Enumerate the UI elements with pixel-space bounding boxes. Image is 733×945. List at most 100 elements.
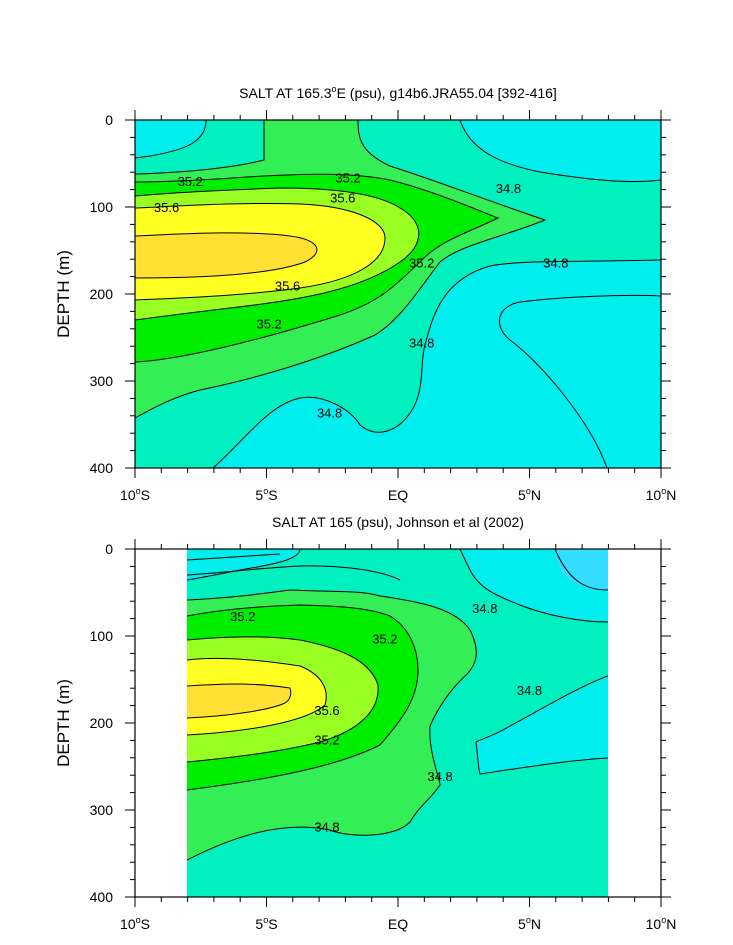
- contour-label-text: 34.8: [472, 601, 497, 616]
- contour-label-text: 34.8: [317, 405, 342, 420]
- contour-label: 34.8: [317, 405, 342, 420]
- y-tick-label: 300: [90, 802, 114, 818]
- contour-label-text: 34.8: [517, 683, 542, 698]
- contour-label-text: 35.6: [330, 190, 355, 205]
- bot-band-gt-35-8: [187, 684, 291, 718]
- x-tick-label: 5oS: [255, 486, 277, 503]
- contour-label: 34.8: [409, 336, 434, 351]
- x-tick-label: 10oN: [646, 915, 677, 932]
- contour-label: 34.8: [543, 256, 568, 271]
- bot-contour-line: [187, 565, 401, 581]
- top-contour-line: [212, 259, 661, 468]
- contour-label: 35.2: [256, 317, 281, 332]
- top-band-gt-35-8: [135, 232, 317, 278]
- x-tick-label: 5oN: [518, 915, 541, 932]
- y-tick-label: 100: [90, 628, 114, 644]
- contour-label: 35.6: [275, 278, 300, 293]
- top-contour-line: [459, 120, 661, 183]
- y-tick-label: 200: [90, 286, 114, 302]
- contour-label: 35.2: [314, 733, 339, 748]
- contour-label-text: 35.2: [256, 317, 281, 332]
- contour-label: 34.8: [496, 181, 521, 196]
- y-tick-label: 0: [105, 541, 113, 557]
- top-contour-line: [135, 120, 547, 419]
- x-tick-label: EQ: [388, 487, 408, 503]
- bottom-contour-labels: 35.2 35.2 34.8 35.6 34.8 35.2 34.8 34.8: [230, 601, 542, 835]
- bot-band-34-6-34-8-upper: [187, 549, 608, 622]
- x-tick-label: 5oN: [518, 486, 541, 503]
- y-tick-label: 100: [90, 199, 114, 215]
- contour-label-text: 35.6: [275, 278, 300, 293]
- contour-label: 35.2: [372, 632, 397, 647]
- bot-band-lt-34-6: [555, 549, 608, 590]
- bot-contour-line: [187, 636, 379, 763]
- y-tick-label: 400: [90, 460, 114, 476]
- bot-contour-line: [187, 604, 419, 791]
- x-tick-label: EQ: [388, 916, 408, 932]
- contour-label: 34.8: [427, 769, 452, 784]
- top-band-34-6-34-8-upper-left: [135, 120, 206, 158]
- contour-label-text: 35.2: [314, 733, 339, 748]
- top-contour-line: [135, 202, 386, 301]
- top-contour-line: [499, 294, 661, 468]
- contour-label: 35.2: [335, 170, 360, 185]
- bot-contour-line: [554, 549, 608, 591]
- bot-band-34-6-34-8-lower-right: [476, 676, 608, 774]
- bot-contour-line: [187, 683, 292, 719]
- bottom-panel: SALT AT 165 (psu), Johnson et al (2002): [54, 514, 676, 932]
- contour-label: 35.2: [178, 174, 203, 189]
- contour-label-text: 34.8: [496, 181, 521, 196]
- bot-contour-line: [187, 549, 301, 581]
- contour-label: 34.8: [314, 820, 339, 835]
- contour-label-text: 35.2: [178, 174, 203, 189]
- bottom-panel-title: SALT AT 165 (psu), Johnson et al (2002): [272, 514, 524, 530]
- top-filled-contours: [135, 120, 661, 468]
- top-panel: SALT AT 165.3oE (psu), g14b6.JRA55.04 [3…: [54, 84, 676, 503]
- x-tick-label: 5oS: [255, 915, 277, 932]
- contour-label-text: 35.2: [335, 170, 360, 185]
- contour-label-text: 35.6: [314, 703, 339, 718]
- top-contour-labels: 35.2 35.2 34.8 35.6 35.6 35.2 34.8 35.6 35.2 34.8…: [154, 170, 569, 420]
- top-contour-line: [135, 187, 420, 321]
- contour-label: 35.6: [330, 190, 355, 205]
- y-tick-label: 400: [90, 889, 114, 905]
- top-contour-lines: [135, 120, 661, 468]
- y-tick-label: 0: [105, 112, 113, 128]
- contour-label-text: 34.8: [314, 820, 339, 835]
- bot-contour-line: [187, 589, 477, 861]
- x-tick-label: 10oS: [120, 486, 150, 503]
- contour-label: 35.2: [409, 256, 434, 271]
- top-band-34-6-34-8-lower-left: [213, 260, 661, 468]
- top-contour-line: [135, 232, 318, 279]
- bot-contour-line: [475, 675, 608, 775]
- contour-label: 35.6: [314, 703, 339, 718]
- contour-label: 35.6: [154, 200, 179, 215]
- bot-contour-line: [187, 657, 327, 736]
- y-tick-label: 200: [90, 715, 114, 731]
- top-contour-line: [135, 120, 207, 159]
- bot-band-34-6-34-8-upper-left: [187, 549, 300, 580]
- x-tick-label: 10oN: [646, 486, 677, 503]
- contour-label: 34.8: [472, 601, 497, 616]
- contour-label: 34.8: [517, 683, 542, 698]
- y-tick-label: 300: [90, 373, 114, 389]
- bottom-y-axis-label: DEPTH (m): [54, 679, 73, 767]
- contour-label-text: 34.8: [409, 336, 434, 351]
- bottom-axis-ticks: 0 100 200 300 400 10oS 5oS EQ 5oN 10oN: [90, 539, 677, 932]
- top-axis-ticks: 0 100 200 300 400 10oS 5oS EQ 5oN 10oN: [90, 110, 677, 503]
- contour-label-text: 34.8: [543, 256, 568, 271]
- bottom-contour-lines: [187, 549, 608, 861]
- contour-label-text: 35.2: [230, 609, 255, 624]
- top-y-axis-label: DEPTH (m): [54, 250, 73, 338]
- contour-label-text: 34.8: [427, 769, 452, 784]
- bot-contour-line: [459, 549, 608, 623]
- x-tick-label: 10oS: [120, 915, 150, 932]
- contour-label-text: 35.6: [154, 200, 179, 215]
- top-contour-line: [135, 120, 265, 175]
- contour-label: 35.2: [230, 609, 255, 624]
- contour-label-text: 35.2: [372, 632, 397, 647]
- top-contour-line: [135, 173, 500, 363]
- bot-contour-line: [187, 553, 281, 561]
- top-panel-title: SALT AT 165.3oE (psu), g14b6.JRA55.04 [3…: [239, 84, 557, 101]
